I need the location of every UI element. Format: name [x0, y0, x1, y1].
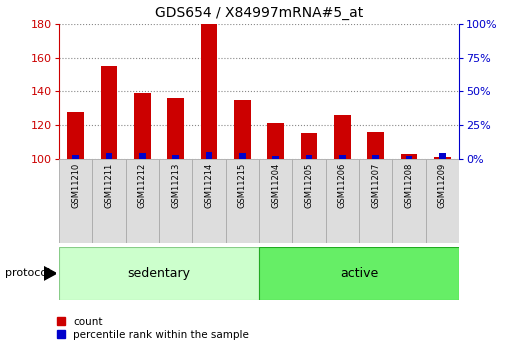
- Bar: [339, 155, 346, 159]
- FancyBboxPatch shape: [292, 159, 326, 243]
- FancyBboxPatch shape: [126, 159, 159, 243]
- Text: GSM11214: GSM11214: [205, 163, 213, 208]
- Bar: [201, 24, 218, 159]
- Bar: [139, 153, 146, 159]
- Bar: [234, 100, 251, 159]
- Bar: [406, 156, 412, 159]
- Text: GSM11205: GSM11205: [305, 163, 313, 208]
- Text: protocol: protocol: [5, 268, 50, 278]
- Polygon shape: [44, 266, 56, 280]
- Text: GSM11207: GSM11207: [371, 163, 380, 208]
- Bar: [239, 153, 246, 159]
- FancyBboxPatch shape: [392, 159, 426, 243]
- FancyBboxPatch shape: [426, 159, 459, 243]
- Bar: [334, 115, 351, 159]
- Bar: [306, 155, 312, 159]
- Bar: [101, 66, 117, 159]
- Legend: count, percentile rank within the sample: count, percentile rank within the sample: [56, 317, 249, 340]
- FancyBboxPatch shape: [259, 159, 292, 243]
- FancyBboxPatch shape: [59, 159, 92, 243]
- Bar: [206, 152, 212, 159]
- Text: GSM11212: GSM11212: [138, 163, 147, 208]
- FancyBboxPatch shape: [59, 247, 259, 300]
- Text: GSM11210: GSM11210: [71, 163, 80, 208]
- Bar: [301, 134, 318, 159]
- Bar: [439, 153, 446, 159]
- Title: GDS654 / X84997mRNA#5_at: GDS654 / X84997mRNA#5_at: [155, 6, 363, 20]
- Bar: [72, 155, 79, 159]
- Bar: [367, 132, 384, 159]
- Text: GSM11213: GSM11213: [171, 163, 180, 208]
- FancyBboxPatch shape: [359, 159, 392, 243]
- Text: sedentary: sedentary: [128, 267, 190, 280]
- Bar: [106, 153, 112, 159]
- Text: active: active: [340, 267, 378, 280]
- FancyBboxPatch shape: [159, 159, 192, 243]
- Text: GSM11215: GSM11215: [238, 163, 247, 208]
- Text: GSM11206: GSM11206: [338, 163, 347, 208]
- Text: GSM11211: GSM11211: [105, 163, 113, 208]
- Text: GSM11208: GSM11208: [405, 163, 413, 208]
- Bar: [172, 155, 179, 159]
- Text: GSM11209: GSM11209: [438, 163, 447, 208]
- Bar: [434, 157, 451, 159]
- Bar: [272, 156, 279, 159]
- FancyBboxPatch shape: [259, 247, 459, 300]
- FancyBboxPatch shape: [326, 159, 359, 243]
- Bar: [401, 154, 418, 159]
- FancyBboxPatch shape: [192, 159, 226, 243]
- FancyBboxPatch shape: [226, 159, 259, 243]
- Bar: [167, 98, 184, 159]
- Text: GSM11204: GSM11204: [271, 163, 280, 208]
- Bar: [134, 93, 151, 159]
- Bar: [267, 124, 284, 159]
- FancyBboxPatch shape: [92, 159, 126, 243]
- Bar: [67, 111, 84, 159]
- Bar: [372, 155, 379, 159]
